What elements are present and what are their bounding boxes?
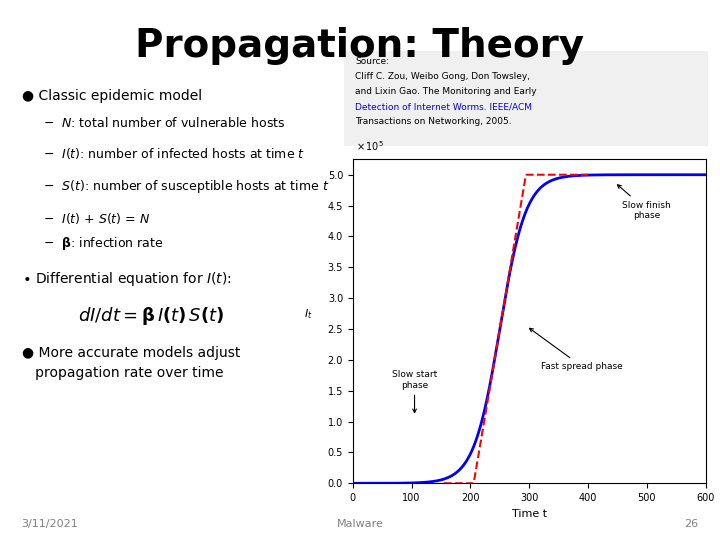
Text: $\times\,10^5$: $\times\,10^5$ [356,139,384,153]
Text: 26: 26 [684,519,698,529]
Text: $\bullet$ Differential equation for $\mathit{I}$($\mathit{t}$):: $\bullet$ Differential equation for $\ma… [22,270,231,288]
Text: Fast spread phase: Fast spread phase [529,328,623,371]
Text: Source:: Source: [355,57,389,66]
Text: 3/11/2021: 3/11/2021 [22,519,78,529]
Text: $-$  $\mathit{N}$: total number of vulnerable hosts: $-$ $\mathit{N}$: total number of vulner… [43,116,286,130]
Text: ● More accurate models adjust
   propagation rate over time: ● More accurate models adjust propagatio… [22,346,240,380]
Text: $-$  $\mathit{I}$($\mathit{t}$): number of infected hosts at time $\mathbf{\math: $-$ $\mathit{I}$($\mathit{t}$): number o… [43,146,305,161]
Text: $\mathbf{\mathit{dI/dt}} = \mathbf{\beta\,\mathit{I}(\mathit{t})\,\mathit{S}(\ma: $\mathbf{\mathit{dI/dt}} = \mathbf{\beta… [78,305,225,327]
Text: $-$  $\mathit{I}$($\mathit{t}$) + $\mathit{S}$($\mathit{t}$) = $\mathit{N}$: $-$ $\mathit{I}$($\mathit{t}$) + $\mathi… [43,211,150,226]
Text: Transactions on Networking, 2005.: Transactions on Networking, 2005. [355,117,512,126]
X-axis label: Time t: Time t [512,509,546,518]
Text: Propagation: Theory: Propagation: Theory [135,27,585,65]
Y-axis label: $I_t$: $I_t$ [304,307,312,321]
Text: Slow start
phase: Slow start phase [392,370,437,413]
Text: ● Classic epidemic model: ● Classic epidemic model [22,89,202,103]
Text: $-$  $\mathbf{\beta}$: infection rate: $-$ $\mathbf{\beta}$: infection rate [43,235,164,252]
Text: Slow finish
phase: Slow finish phase [618,185,671,220]
Text: Cliff C. Zou, Weibo Gong, Don Towsley,: Cliff C. Zou, Weibo Gong, Don Towsley, [355,72,530,81]
Text: and Lixin Gao. The Monitoring and Early: and Lixin Gao. The Monitoring and Early [355,87,536,96]
Text: Malware: Malware [336,519,384,529]
Text: Detection of Internet Worms. IEEE/ACM: Detection of Internet Worms. IEEE/ACM [355,103,532,111]
Text: $-$  $\mathit{S}$($\mathit{t}$): number of susceptible hosts at time $\mathit{t}: $-$ $\mathit{S}$($\mathit{t}$): number o… [43,178,330,195]
